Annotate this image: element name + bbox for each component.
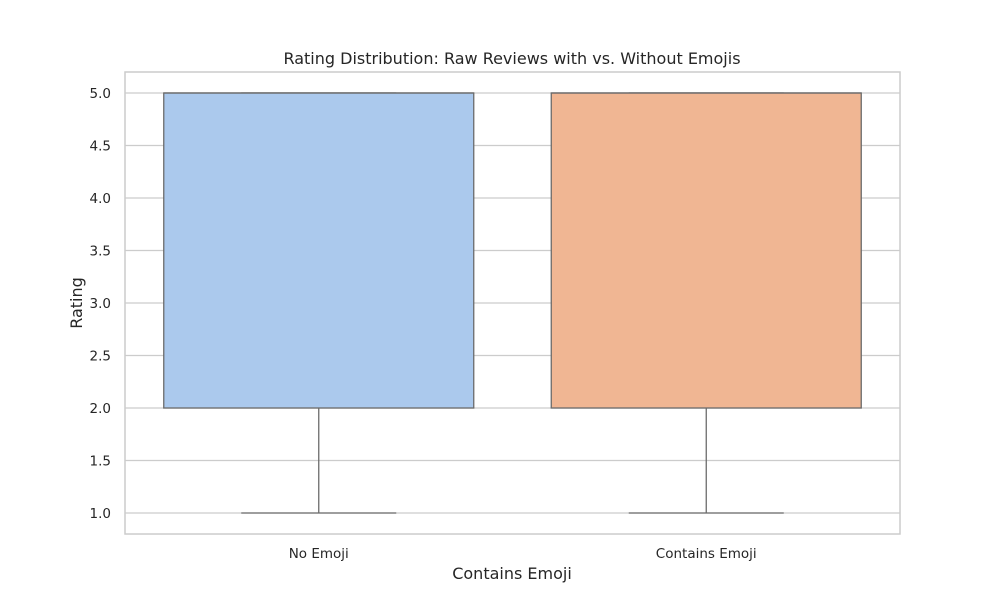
y-tick-labels: 1.0 1.5 2.0 2.5 3.0 3.5 4.0 4.5 5.0 [90, 86, 111, 522]
plot-frame [124, 71, 901, 535]
y-tick-label: 2.0 [90, 401, 111, 417]
x-axis-label: Contains Emoji [452, 564, 572, 583]
y-tick-label: 5.0 [90, 86, 111, 102]
box-iqr [163, 92, 475, 409]
y-tick-label: 2.5 [90, 349, 111, 365]
y-tick-label: 4.0 [90, 191, 111, 207]
box-contains-emoji [550, 92, 862, 514]
y-tick-label: 3.5 [90, 244, 111, 260]
box-iqr [550, 92, 862, 409]
y-axis-label: Rating [67, 277, 86, 329]
y-tick-label: 1.5 [90, 454, 111, 470]
y-tick-label: 4.5 [90, 139, 111, 155]
boxes [163, 92, 862, 514]
chart-title: Rating Distribution: Raw Reviews with vs… [283, 49, 740, 68]
y-tick-label: 1.0 [90, 506, 111, 522]
x-tick-label: Contains Emoji [656, 546, 757, 562]
y-tick-label: 3.0 [90, 296, 111, 312]
box-no-emoji [163, 92, 475, 514]
x-tick-label: No Emoji [289, 546, 349, 562]
x-tick-labels: No Emoji Contains Emoji [289, 546, 757, 562]
